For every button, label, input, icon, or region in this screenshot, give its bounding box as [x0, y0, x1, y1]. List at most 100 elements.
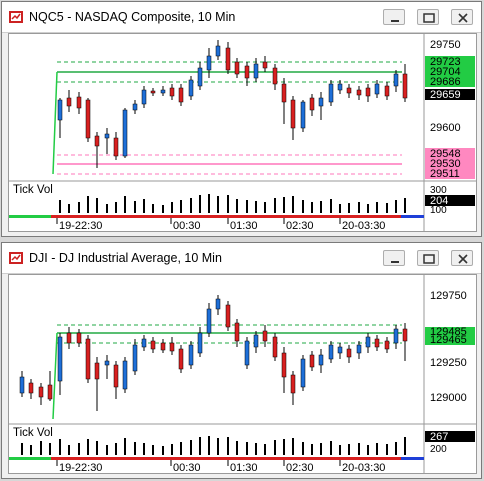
chart-mark: [199, 437, 201, 455]
chart-mark: [225, 304, 231, 328]
volume-bar: [217, 196, 219, 213]
volume-bars: [21, 436, 406, 455]
volume-value: 267: [430, 431, 448, 443]
candle-body: [402, 73, 408, 99]
chart-mark: [281, 352, 287, 378]
chart-mark: [346, 348, 352, 358]
chart-window-dji: DJI - DJ Industrial Average, 10 Min: [1, 242, 482, 479]
candle-body: [197, 67, 203, 87]
close-button[interactable]: [451, 250, 473, 266]
price-tag: [425, 148, 475, 159]
session-bar-post: [401, 215, 424, 218]
minimize-button[interactable]: [383, 250, 405, 266]
volume-bar: [171, 202, 173, 213]
chart-mark: [339, 445, 341, 455]
chart-mark: [264, 444, 266, 455]
candle-body: [253, 63, 259, 79]
candle-body: [234, 61, 240, 75]
level-connector: [52, 332, 58, 420]
chart-mark: [160, 342, 166, 351]
chart-mark: [367, 445, 369, 455]
chart-mark: [104, 360, 110, 366]
volume-bar: [386, 203, 388, 213]
close-icon: [458, 13, 468, 23]
time-label: 01:30: [230, 220, 258, 231]
price-tag: [425, 76, 475, 87]
dji-chart-canvas: 129750 129000 129250 129485 129465 Tick …: [9, 275, 476, 473]
volume-bar: [376, 202, 378, 213]
volume-bar: [162, 205, 164, 213]
time-axis: 19-22:30 00:30 01:30 02:30 20-03:30: [56, 218, 385, 231]
volume-label: Tick Vol: [13, 184, 53, 196]
volume-bar: [87, 196, 89, 213]
nq-chart-canvas: 29750 29600 29723 29704 29686 29659 2954…: [9, 34, 476, 231]
chart-mark: [208, 436, 210, 455]
volume-bar: [311, 202, 313, 213]
chart-window-nq: NQC5 - NASDAQ Composite, 10 Min: [1, 1, 482, 237]
chart-element: [11, 13, 21, 20]
close-button[interactable]: [451, 9, 473, 25]
candle-body: [374, 83, 380, 95]
chart-mark: [391, 20, 399, 22]
volume-tick-label: 200: [430, 444, 447, 455]
session-bar-main: [51, 215, 401, 218]
restore-button[interactable]: [417, 9, 439, 25]
volume-bar: [404, 198, 406, 213]
volume-bar: [227, 195, 229, 213]
chart-mark: [180, 442, 182, 455]
time-label: 19-22:30: [59, 462, 102, 473]
price-tag: [425, 335, 475, 345]
chart-mark: [227, 437, 229, 455]
minimize-button[interactable]: [383, 9, 405, 25]
title-bar[interactable]: DJI - DJ Industrial Average, 10 Min: [2, 243, 481, 274]
chart-mark: [283, 439, 285, 455]
price-tag-label: 29723: [430, 56, 461, 68]
chart-mark: [365, 336, 371, 348]
chart-mark: [188, 344, 194, 366]
chart-mark: [57, 336, 63, 382]
volume-bar: [180, 200, 182, 213]
chart-mark: [274, 440, 276, 455]
chart-mark: [59, 439, 61, 455]
app-icon: [9, 11, 23, 23]
price-tag-label: 29704: [430, 66, 461, 78]
chart-mark: [393, 328, 399, 344]
candle-body: [122, 109, 128, 157]
chart-mark: [402, 328, 408, 342]
candle-body: [76, 96, 82, 109]
restore-button[interactable]: [417, 250, 439, 266]
price-tag: [425, 66, 475, 77]
last-price-tag: [425, 89, 475, 100]
candle-body: [85, 99, 91, 139]
chart-mark: [134, 442, 136, 455]
candle-body: [309, 97, 315, 111]
price-tick-label: 29600: [430, 122, 461, 134]
chart-mark: [246, 442, 248, 455]
app-icon: [9, 252, 23, 264]
candle-body: [318, 97, 324, 107]
chart-mark: [178, 348, 184, 370]
time-label: 01:30: [230, 462, 258, 473]
time-label: 19-22:30: [59, 220, 102, 231]
minimize-icon: [391, 20, 399, 22]
chart-mark: [356, 344, 362, 354]
price-chart-nq[interactable]: 29750 29600 29723 29704 29686 29659 2954…: [8, 33, 477, 232]
level-connector: [52, 71, 58, 175]
price-chart-dji[interactable]: 129750 129000 129250 129485 129465 Tick …: [8, 274, 477, 474]
chart-mark: [236, 441, 238, 455]
chart-mark: [113, 364, 119, 388]
volume-bar: [302, 200, 304, 213]
candlestick-series: [57, 40, 408, 168]
price-tick-label: 129750: [430, 290, 467, 302]
chart-mark: [300, 358, 306, 388]
title-bar[interactable]: NQC5 - NASDAQ Composite, 10 Min: [2, 2, 481, 33]
candle-body: [178, 87, 184, 103]
volume-tick-label: 100: [430, 205, 447, 216]
candle-body: [290, 99, 296, 129]
volume-bar: [283, 197, 285, 213]
chart-mark: [244, 340, 250, 366]
restore-icon: [423, 13, 435, 23]
price-tick-label: 129250: [430, 357, 467, 369]
candlestick-series: [19, 295, 408, 411]
volume-bar: [274, 198, 276, 213]
